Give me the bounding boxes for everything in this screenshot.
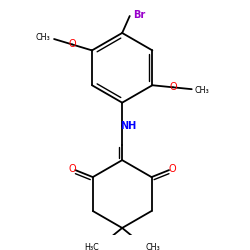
Text: Br: Br	[134, 10, 146, 20]
Text: CH₃: CH₃	[194, 86, 209, 95]
Text: O: O	[168, 164, 176, 174]
Text: CH₃: CH₃	[146, 243, 160, 250]
Text: O: O	[68, 40, 76, 50]
Text: CH₃: CH₃	[36, 33, 50, 42]
Text: H₃C: H₃C	[84, 243, 99, 250]
Text: O: O	[169, 82, 177, 92]
Text: NH: NH	[120, 121, 136, 131]
Text: O: O	[69, 164, 76, 174]
